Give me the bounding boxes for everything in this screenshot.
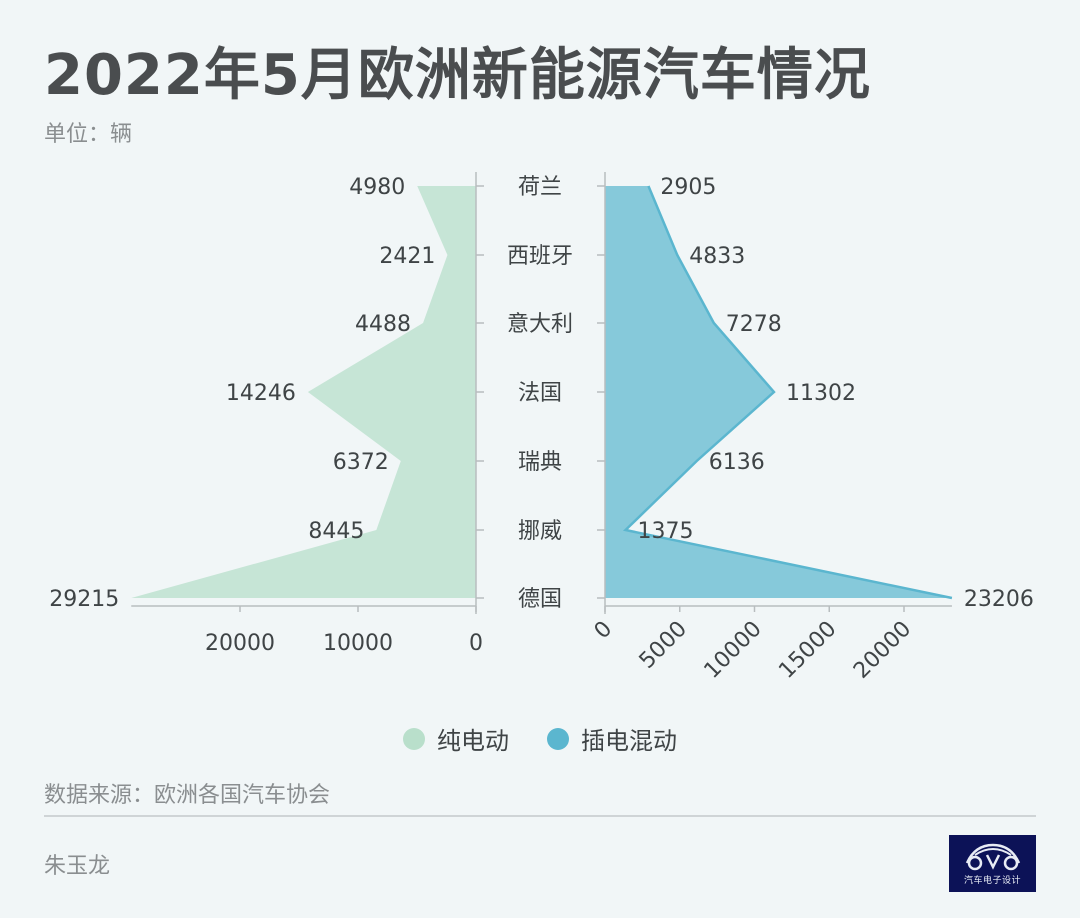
phev-line [622, 185, 953, 600]
category-label: 荷兰 [518, 175, 562, 200]
left-axis-tick-label: 10000 [323, 631, 393, 656]
bev-value-label: 8445 [308, 519, 364, 544]
bev-area [131, 186, 476, 598]
phev-value-label: 11302 [786, 381, 856, 406]
bev-value-label: 4488 [355, 312, 411, 337]
category-label: 瑞典 [518, 450, 562, 475]
bev-value-label: 2421 [379, 244, 435, 269]
phev-value-label: 4833 [689, 244, 745, 269]
legend-item-bev[interactable]: 纯电动 [403, 721, 509, 756]
right-axis-tick-label: 10000 [700, 617, 767, 684]
phev-value-label: 2905 [660, 175, 716, 200]
legend-label: 纯电动 [437, 727, 509, 755]
unit-label: 单位：辆 [44, 122, 133, 147]
phev-value-label: 7278 [726, 312, 782, 337]
legend-dot-icon [547, 727, 569, 750]
phev-value-label: 6136 [709, 450, 765, 475]
left-axis-tick-label: 0 [469, 631, 483, 656]
divider [44, 815, 1036, 817]
chart-legend: 纯电动 插电混动 [0, 721, 1080, 756]
legend-dot-icon [403, 727, 425, 750]
legend-item-phev[interactable]: 插电混动 [547, 721, 677, 756]
phev-value-label: 23206 [964, 587, 1034, 612]
car-logo-icon [965, 843, 1020, 871]
data-source: 数据来源：欧洲各国汽车协会 [44, 783, 331, 808]
brand-logo: 汽车电子设计 [949, 835, 1036, 892]
legend-label: 插电混动 [581, 727, 677, 755]
bev-area-series [131, 186, 476, 598]
category-label: 西班牙 [507, 244, 573, 269]
category-label: 德国 [518, 587, 562, 612]
chart-axes [131, 172, 952, 614]
logo-text: 汽车电子设计 [963, 876, 1021, 886]
phev-value-label: 1375 [638, 519, 694, 544]
right-axis-tick-label: 0 [590, 617, 618, 645]
right-axis-tick-label: 5000 [635, 617, 692, 674]
category-label: 挪威 [518, 519, 562, 544]
left-axis-tick-label: 20000 [205, 631, 275, 656]
phev-area-series [605, 185, 953, 600]
author: 朱玉龙 [44, 854, 111, 879]
page-title: 2022年5月欧洲新能源汽车情况 [44, 43, 871, 108]
bev-value-label: 6372 [333, 450, 389, 475]
bev-value-label: 14246 [226, 381, 296, 406]
right-axis-tick-label: 20000 [849, 617, 916, 684]
right-axis-tick-label: 15000 [774, 617, 841, 684]
category-label: 法国 [518, 381, 562, 406]
bev-value-label: 29215 [49, 587, 119, 612]
category-label: 意大利 [507, 312, 573, 337]
bev-value-label: 4980 [349, 175, 405, 200]
phev-area [605, 186, 952, 598]
